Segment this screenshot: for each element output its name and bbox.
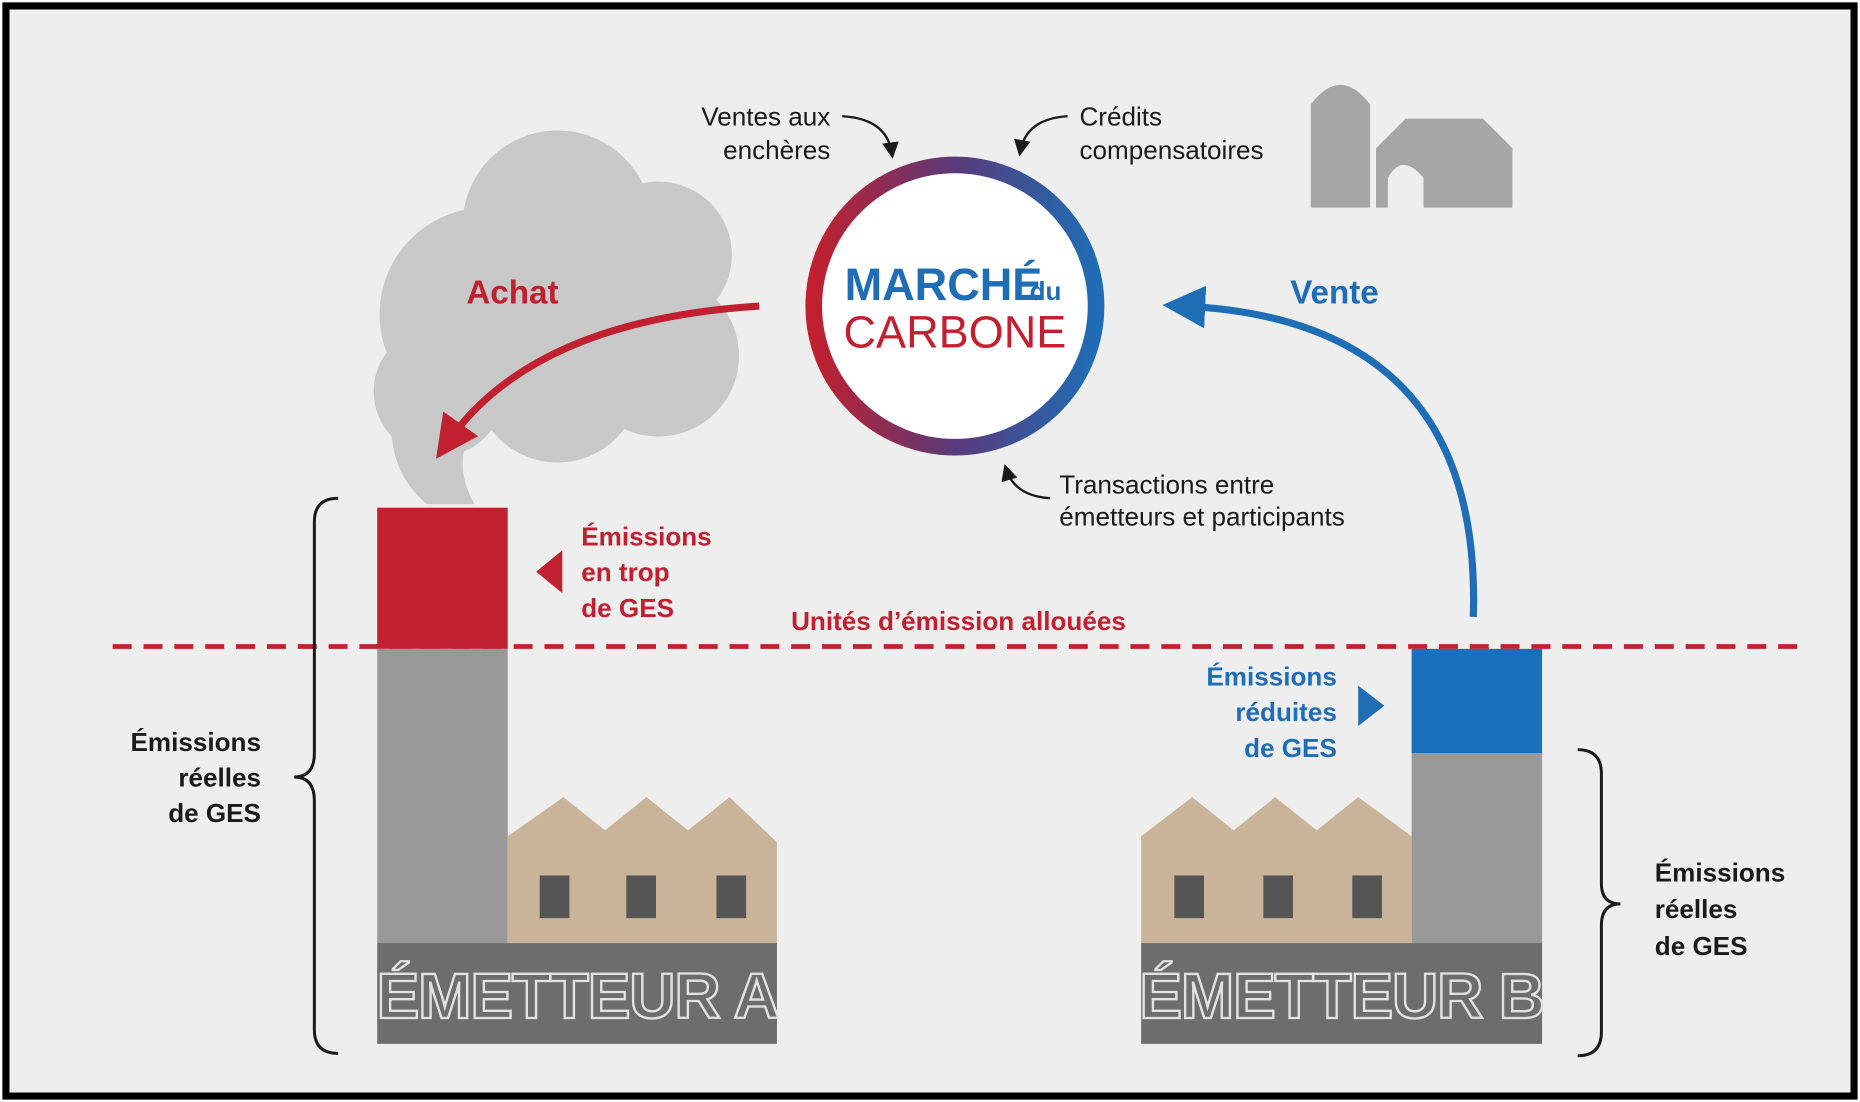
factory <box>508 797 777 943</box>
excess-label: Émissions <box>581 522 711 552</box>
actual-label: de GES <box>1655 931 1748 961</box>
chimney <box>377 649 507 943</box>
flow-label: Vente <box>1290 275 1379 312</box>
chimney <box>1412 753 1542 943</box>
source-label: émetteurs et participants <box>1059 501 1345 531</box>
reduced-label: réduites <box>1235 697 1336 727</box>
diagram: MARCHÉ du CARBONE Ventes aux enchères Cr… <box>0 0 1860 1102</box>
source-label: Crédits <box>1079 102 1162 132</box>
excess-label: en trop <box>581 557 669 587</box>
factory <box>1141 797 1411 943</box>
actual-label: réelles <box>178 762 261 792</box>
source-label: enchères <box>723 135 830 165</box>
market-title-du: du <box>1030 276 1062 306</box>
body: MARCHÉ du CARBONE Ventes aux enchères Cr… <box>0 0 1860 1102</box>
excess-emissions <box>377 508 507 649</box>
actual-label: de GES <box>168 798 261 828</box>
reduced-emissions <box>1412 649 1542 753</box>
reduced-label: Émissions <box>1206 662 1336 692</box>
actual-label: réelles <box>1655 894 1738 924</box>
market-title: CARBONE <box>843 307 1066 358</box>
reduced-label: de GES <box>1244 733 1337 763</box>
page: Marché du carbone {"market": {"title_lin… <box>0 0 1860 1102</box>
actual-label: Émissions <box>1655 857 1785 887</box>
source-label: Ventes aux <box>701 102 830 132</box>
source-label: compensatoires <box>1079 135 1263 165</box>
emitter-name: ÉMETTEUR B <box>1139 960 1543 1032</box>
actual-label: Émissions <box>131 727 261 757</box>
cap-label: Unités d’émission allouées <box>791 606 1126 636</box>
excess-label: de GES <box>581 593 674 623</box>
source-label: Transactions entre <box>1059 469 1274 499</box>
emitter-name: ÉMETTEUR A <box>377 960 779 1032</box>
market-title: MARCHÉ <box>845 259 1043 310</box>
flow-label: Achat <box>466 275 558 312</box>
